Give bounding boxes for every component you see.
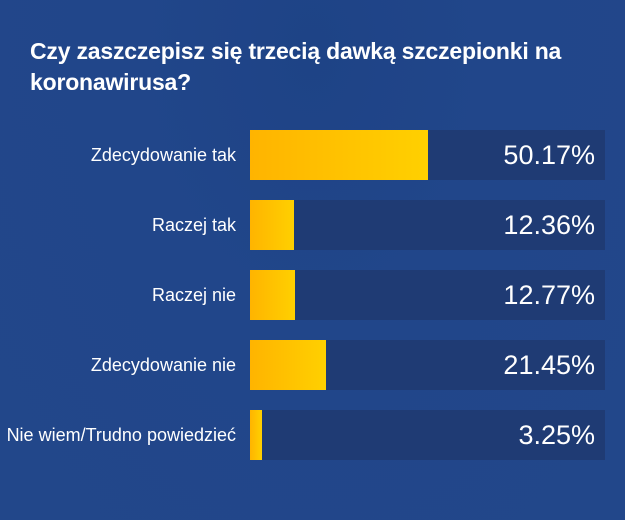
bar-value: 50.17%	[503, 139, 595, 170]
bar-fill	[250, 410, 262, 460]
bar-fill	[250, 130, 429, 180]
bar-value: 12.77%	[503, 279, 595, 310]
bar-row: Nie wiem/Trudno powiedzieć 3.25%	[0, 410, 625, 460]
bar-track: 12.77%	[250, 270, 605, 320]
bar-label: Zdecydowanie tak	[90, 144, 236, 165]
bar-row: Raczej nie 12.77%	[0, 270, 625, 320]
bar-value: 21.45%	[503, 349, 595, 380]
bar-value: 3.25%	[518, 419, 595, 450]
bar-value: 12.36%	[503, 209, 595, 240]
bar-label: Nie wiem/Trudno powiedzieć	[6, 424, 236, 445]
bar-row: Raczej tak 12.36%	[0, 200, 625, 250]
bar-track: 3.25%	[250, 410, 605, 460]
bar-fill	[250, 200, 294, 250]
bar-label: Zdecydowanie nie	[90, 354, 236, 375]
chart-title: Czy zaszczepisz się trzecią dawką szczep…	[30, 38, 562, 95]
bar-track: 50.17%	[250, 130, 605, 180]
bar-row: Zdecydowanie nie 21.45%	[0, 340, 625, 390]
bar-row: Zdecydowanie tak 50.17%	[0, 130, 625, 180]
bar-fill	[250, 270, 296, 320]
bar-fill	[250, 340, 327, 390]
bar-label: Raczej tak	[151, 214, 236, 235]
bar-track: 21.45%	[250, 340, 605, 390]
bar-track: 12.36%	[250, 200, 605, 250]
bar-label: Raczej nie	[151, 284, 236, 305]
